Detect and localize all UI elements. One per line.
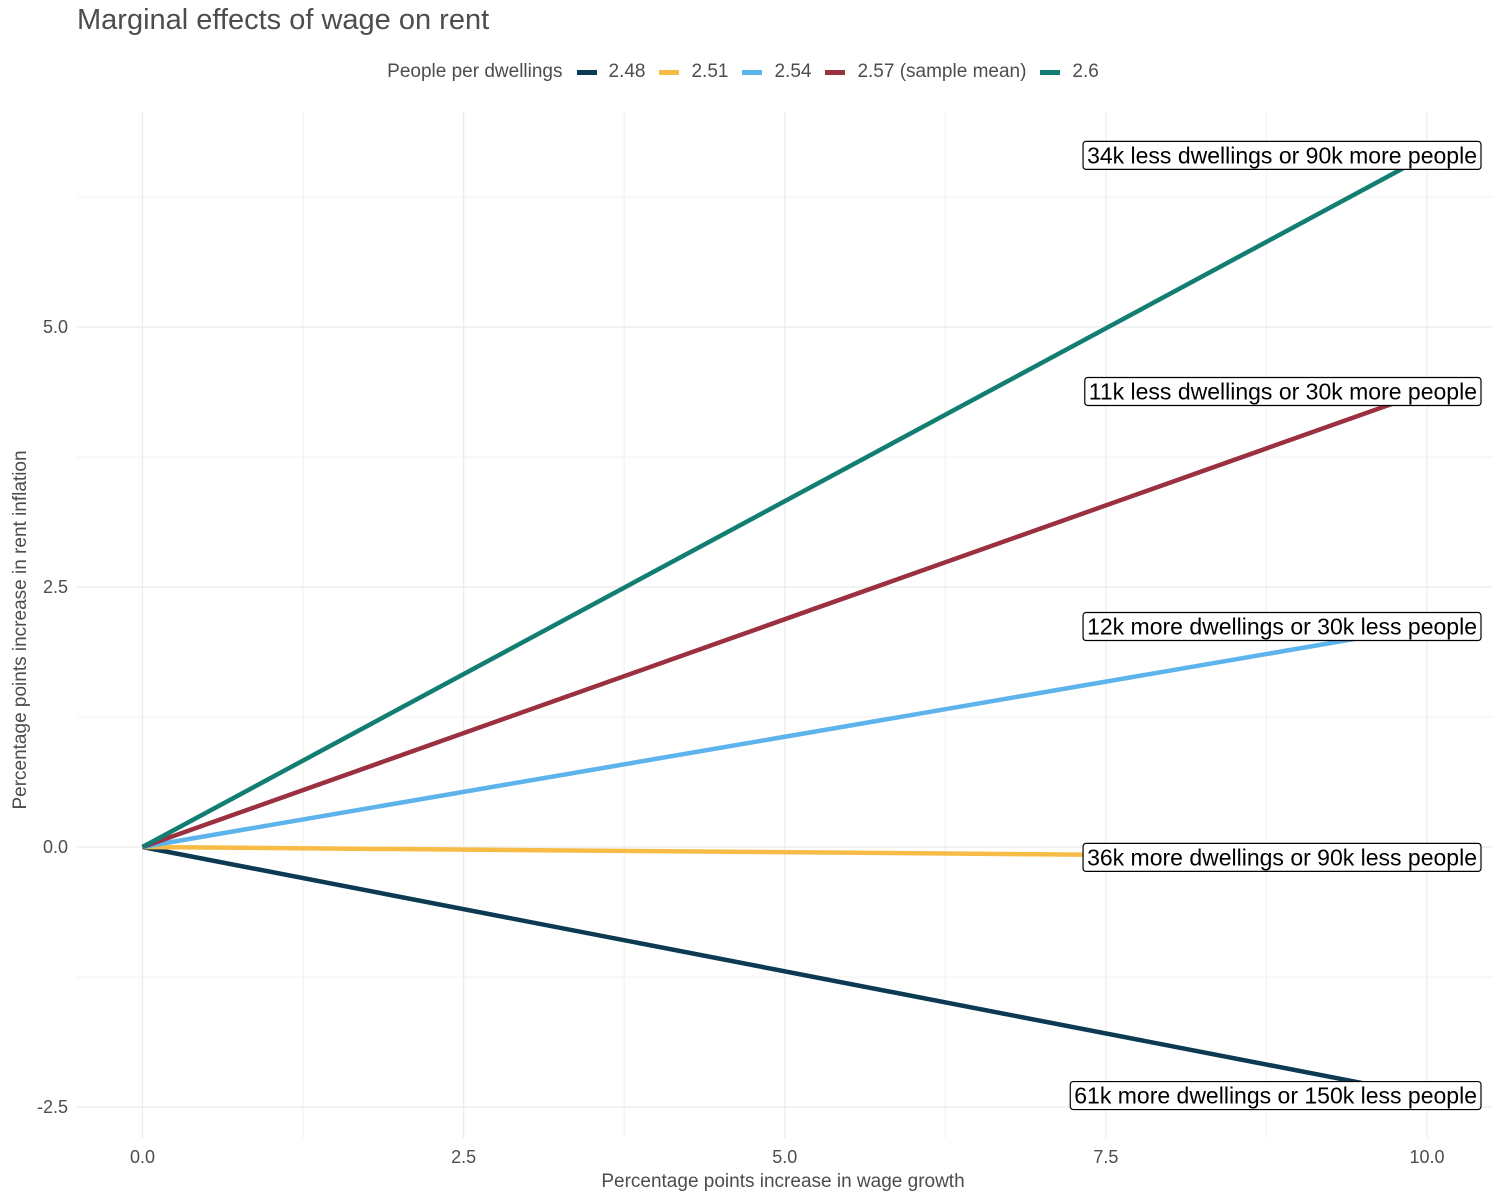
legend-entry-2-6: 2.6	[1040, 61, 1099, 83]
annotation-label: 34k less dwellings or 90k more people	[1082, 140, 1482, 170]
legend-label: 2.54	[774, 61, 812, 82]
legend: People per dwellings 2.48 2.51 2.54 2.57…	[0, 58, 1500, 86]
legend-label: 2.48	[608, 61, 646, 82]
annotation-label: 36k more dwellings or 90k less people	[1082, 842, 1482, 873]
legend-entry-2-48: 2.48	[576, 61, 646, 83]
annotation-box	[1082, 140, 1482, 170]
y-tick-label: 0.0	[43, 837, 68, 857]
legend-entry-2-57: 2.57 (sample mean)	[825, 61, 1026, 83]
annotation-label: 11k less dwellings or 30k more people	[1084, 376, 1482, 407]
x-tick-label: 2.5	[451, 1147, 476, 1167]
series-line-2-57-sample-mean-	[141, 389, 1428, 850]
series-line-2-6	[141, 153, 1429, 849]
annotation-box	[1082, 842, 1482, 873]
y-tick-label: -2.5	[37, 1097, 68, 1117]
y-tick-label: 5.0	[43, 317, 68, 337]
legend-swatch	[742, 69, 763, 75]
legend-label: 2.6	[1072, 61, 1099, 82]
annotation-text: 34k less dwellings or 90k more people	[1087, 142, 1477, 168]
legend-label: 2.57 (sample mean)	[857, 61, 1027, 82]
y-tick-label: 2.5	[43, 577, 68, 597]
annotation-box	[1082, 611, 1482, 642]
x-axis-title: Percentage points increase in wage growt…	[601, 1171, 964, 1192]
legend-swatch	[825, 69, 846, 75]
legend-entry-2-54: 2.54	[742, 61, 811, 83]
annotation-text: 12k more dwellings or 30k less people	[1087, 614, 1477, 640]
series-line-2-54	[142, 624, 1428, 850]
chart-title: Marginal effects of wage on rent	[77, 4, 490, 36]
x-tick-label: 10.0	[1409, 1147, 1444, 1167]
x-tick-label: 5.0	[772, 1147, 797, 1167]
annotation-box	[1069, 1080, 1482, 1111]
x-tick-label: 0.0	[130, 1147, 155, 1167]
annotation-label: 12k more dwellings or 30k less people	[1082, 611, 1482, 642]
annotation-text: 36k more dwellings or 90k less people	[1087, 844, 1477, 870]
legend-swatch	[659, 69, 680, 75]
legend-swatch	[576, 69, 597, 75]
legend-entry-2-51: 2.51	[659, 61, 728, 83]
tick-labels: 0.0 2.5 5.0 7.5 10.0 -2.5 0.0 2.5 5.0	[37, 317, 1445, 1167]
series-line-2-48	[142, 844, 1428, 1098]
annotation-text: 11k less dwellings or 30k more people	[1089, 378, 1477, 404]
legend-label: 2.51	[691, 61, 729, 82]
annotation-text: 61k more dwellings or 150k less people	[1074, 1083, 1477, 1109]
legend-title: People per dwellings	[387, 61, 563, 82]
x-tick-label: 7.5	[1093, 1147, 1118, 1167]
annotation-label: 61k more dwellings or 150k less people	[1069, 1080, 1482, 1111]
annotations: 34k less dwellings or 90k more people 11k…	[1069, 140, 1482, 1111]
legend-swatch	[1040, 69, 1061, 75]
y-axis-title: Percentage points increase in rent infla…	[10, 450, 31, 809]
annotation-box	[1084, 376, 1482, 407]
